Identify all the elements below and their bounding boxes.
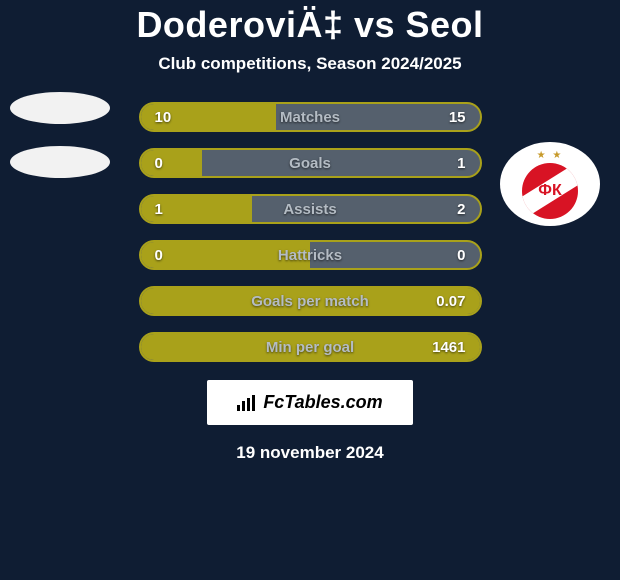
brand-chart-icon — [237, 395, 257, 411]
stat-label: Assists — [141, 201, 480, 218]
club-logo: ★ ★ ФК — [500, 142, 600, 226]
comparison-panel: ★ ★ ФК 1015Matches 01Goals 12Assists 00Hatt… — [0, 102, 620, 463]
stat-row: 00Hattricks — [139, 240, 482, 270]
stat-row: 01Goals — [139, 148, 482, 178]
stat-label: Matches — [141, 109, 480, 126]
club-crest: ФК — [522, 163, 578, 219]
subtitle: Club competitions, Season 2024/2025 — [158, 54, 461, 74]
stat-label: Goals per match — [141, 293, 480, 310]
stat-label: Goals — [141, 155, 480, 172]
date-text: 19 november 2024 — [236, 443, 383, 463]
stat-bars: 1015Matches 01Goals 12Assists 00Hattricks 0.… — [139, 102, 482, 362]
left-badge-1 — [10, 92, 110, 124]
stat-row: 12Assists — [139, 194, 482, 224]
crest-text: ФК — [538, 182, 561, 200]
stat-row: 0.07Goals per match — [139, 286, 482, 316]
stat-label: Hattricks — [141, 247, 480, 264]
right-team-badge: ★ ★ ФК — [500, 142, 600, 226]
page-title: DoderoviÄ‡ vs Seol — [136, 4, 483, 46]
stars-icon: ★ ★ — [537, 150, 564, 161]
stat-label: Min per goal — [141, 339, 480, 356]
brand-box: FcTables.com — [207, 380, 412, 425]
stat-row: 1461Min per goal — [139, 332, 482, 362]
stat-row: 1015Matches — [139, 102, 482, 132]
brand-text: FcTables.com — [263, 392, 382, 413]
left-badge-2 — [10, 146, 110, 178]
left-team-badges — [10, 92, 110, 178]
